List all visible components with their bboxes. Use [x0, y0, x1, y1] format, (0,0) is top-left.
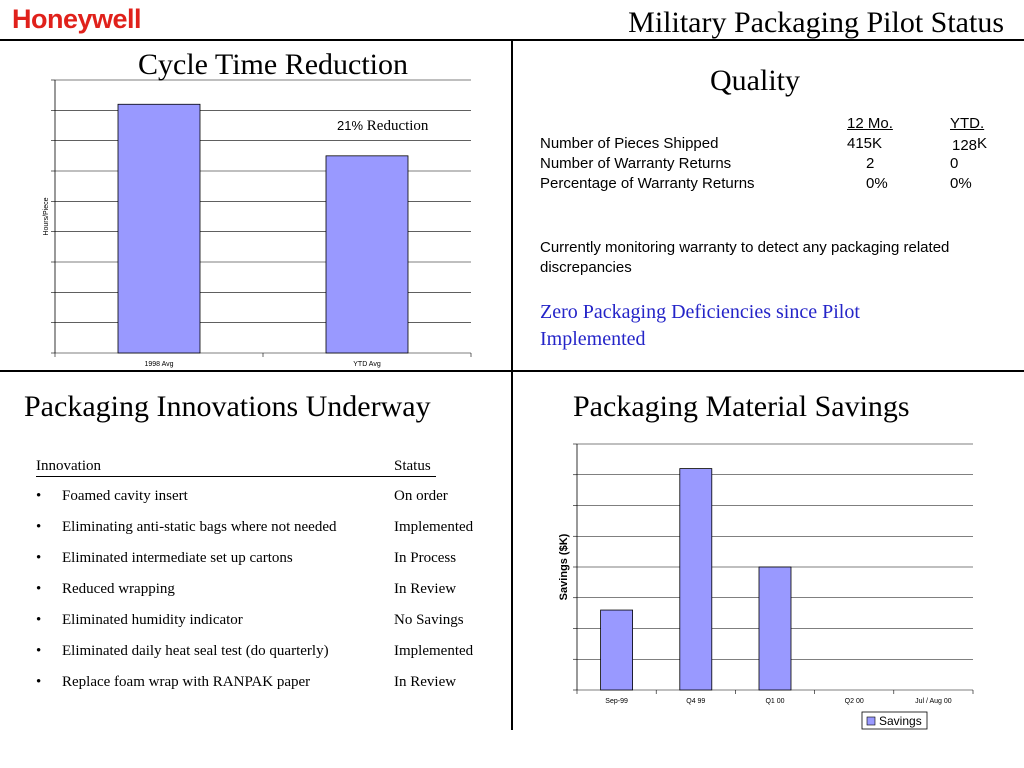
innovation-item-status: No Savings	[394, 612, 464, 628]
bullet-icon: •	[36, 519, 42, 535]
status-col-header: Status	[394, 458, 431, 474]
innovation-item-status: In Review	[394, 674, 457, 690]
bar	[758, 566, 792, 691]
savings-chart: Sep-99 Q4 99 Q1 00 Q2 00 Jul / Aug 00 Savings…	[558, 443, 974, 730]
bullet-icon: •	[36, 550, 42, 566]
y-axis-label: Hours/Piece	[43, 197, 50, 235]
x-tick-label: Q2 00	[845, 698, 864, 705]
innovation-item-status: In Review	[394, 581, 457, 597]
y-axis-label: Savings ($K)	[558, 533, 570, 600]
quality-row-label: Number of Pieces Shipped	[540, 135, 719, 152]
x-tick-label: YTD Avg	[353, 361, 381, 368]
innovations-title: Packaging Innovations Underway	[24, 390, 431, 423]
bullet-icon: •	[36, 612, 42, 628]
bullet-icon: •	[36, 581, 42, 597]
ytd-unit: K	[977, 135, 988, 152]
innovation-item-status: In Process	[394, 550, 457, 566]
x-tick-label: Sep-99	[605, 698, 628, 705]
warranty-note: Currently monitoring warranty to detect …	[540, 239, 950, 276]
highlight-line-2: Implemented	[540, 328, 646, 350]
bullet-icon: •	[36, 674, 42, 690]
header-underline	[36, 476, 436, 477]
quality-title: Quality	[710, 64, 800, 97]
quality-row-12mo: 2	[866, 155, 875, 172]
innovation-item-name: Eliminating anti-static bags where not n…	[62, 519, 337, 535]
innovation-item-name: Eliminated humidity indicator	[62, 612, 243, 628]
legend-box	[861, 711, 928, 730]
bar	[325, 155, 409, 354]
zero-deficiencies-highlight: Zero Packaging Deficiencies since Pilot …	[540, 299, 860, 353]
savings-title: Packaging Material Savings	[573, 390, 910, 423]
x-tick-label: Q4 99	[686, 698, 705, 705]
bar	[679, 468, 713, 691]
reduction-annotation: 21% Reduction	[337, 118, 428, 135]
quality-row-ytd: 128K	[952, 135, 988, 154]
quality-row-12mo: 415K	[847, 135, 883, 152]
bar	[600, 609, 633, 691]
highlight-line-1: Zero Packaging Deficiencies since Pilot	[540, 301, 860, 323]
x-tick-label: 1998 Avg	[144, 361, 173, 368]
bar	[117, 103, 201, 354]
innovation-item-status: Implemented	[394, 519, 474, 535]
quality-row-12mo: 0%	[866, 175, 888, 192]
legend-swatch	[866, 716, 876, 726]
page-title: Military Packaging Pilot Status	[628, 6, 1004, 39]
x-tick-label: Jul / Aug 00	[915, 698, 952, 705]
innovation-item-name: Reduced wrapping	[62, 581, 175, 597]
bullet-icon: •	[36, 643, 42, 659]
bullet-icon: •	[36, 488, 42, 504]
cycle-time-title: Cycle Time Reduction	[138, 48, 408, 81]
innovation-col-header: Innovation	[36, 458, 101, 474]
honeywell-logo: Honeywell	[12, 4, 142, 34]
innovation-item-status: Implemented	[394, 643, 474, 659]
quality-row-ytd: 0%	[950, 175, 972, 192]
innovation-item-name: Replace foam wrap with RANPAK paper	[62, 674, 311, 690]
legend-label: Savings	[879, 714, 922, 728]
cycle-time-chart: 1998 Avg YTD Avg Hours/Piece	[43, 79, 472, 368]
quality-row-label: Number of Warranty Returns	[540, 155, 732, 172]
horizontal-divider	[0, 370, 1024, 372]
x-tick-label: Q1 00	[765, 698, 784, 705]
ytd-value: 128	[952, 137, 978, 154]
vertical-divider	[511, 40, 513, 730]
quality-row-label: Percentage of Warranty Returns	[540, 175, 755, 192]
quality-row-ytd: 0	[950, 155, 959, 172]
innovation-item-name: Eliminated intermediate set up cartons	[62, 550, 293, 566]
col-header-12mo: 12 Mo.	[847, 115, 893, 132]
innovation-item-name: Eliminated daily heat seal test (do quar…	[62, 643, 329, 659]
col-header-ytd: YTD.	[950, 115, 985, 132]
reduction-percent: 21%	[337, 118, 364, 133]
innovation-item-status: On order	[394, 488, 448, 504]
innovation-item-name: Foamed cavity insert	[62, 488, 188, 504]
reduction-label: Reduction	[366, 118, 429, 134]
